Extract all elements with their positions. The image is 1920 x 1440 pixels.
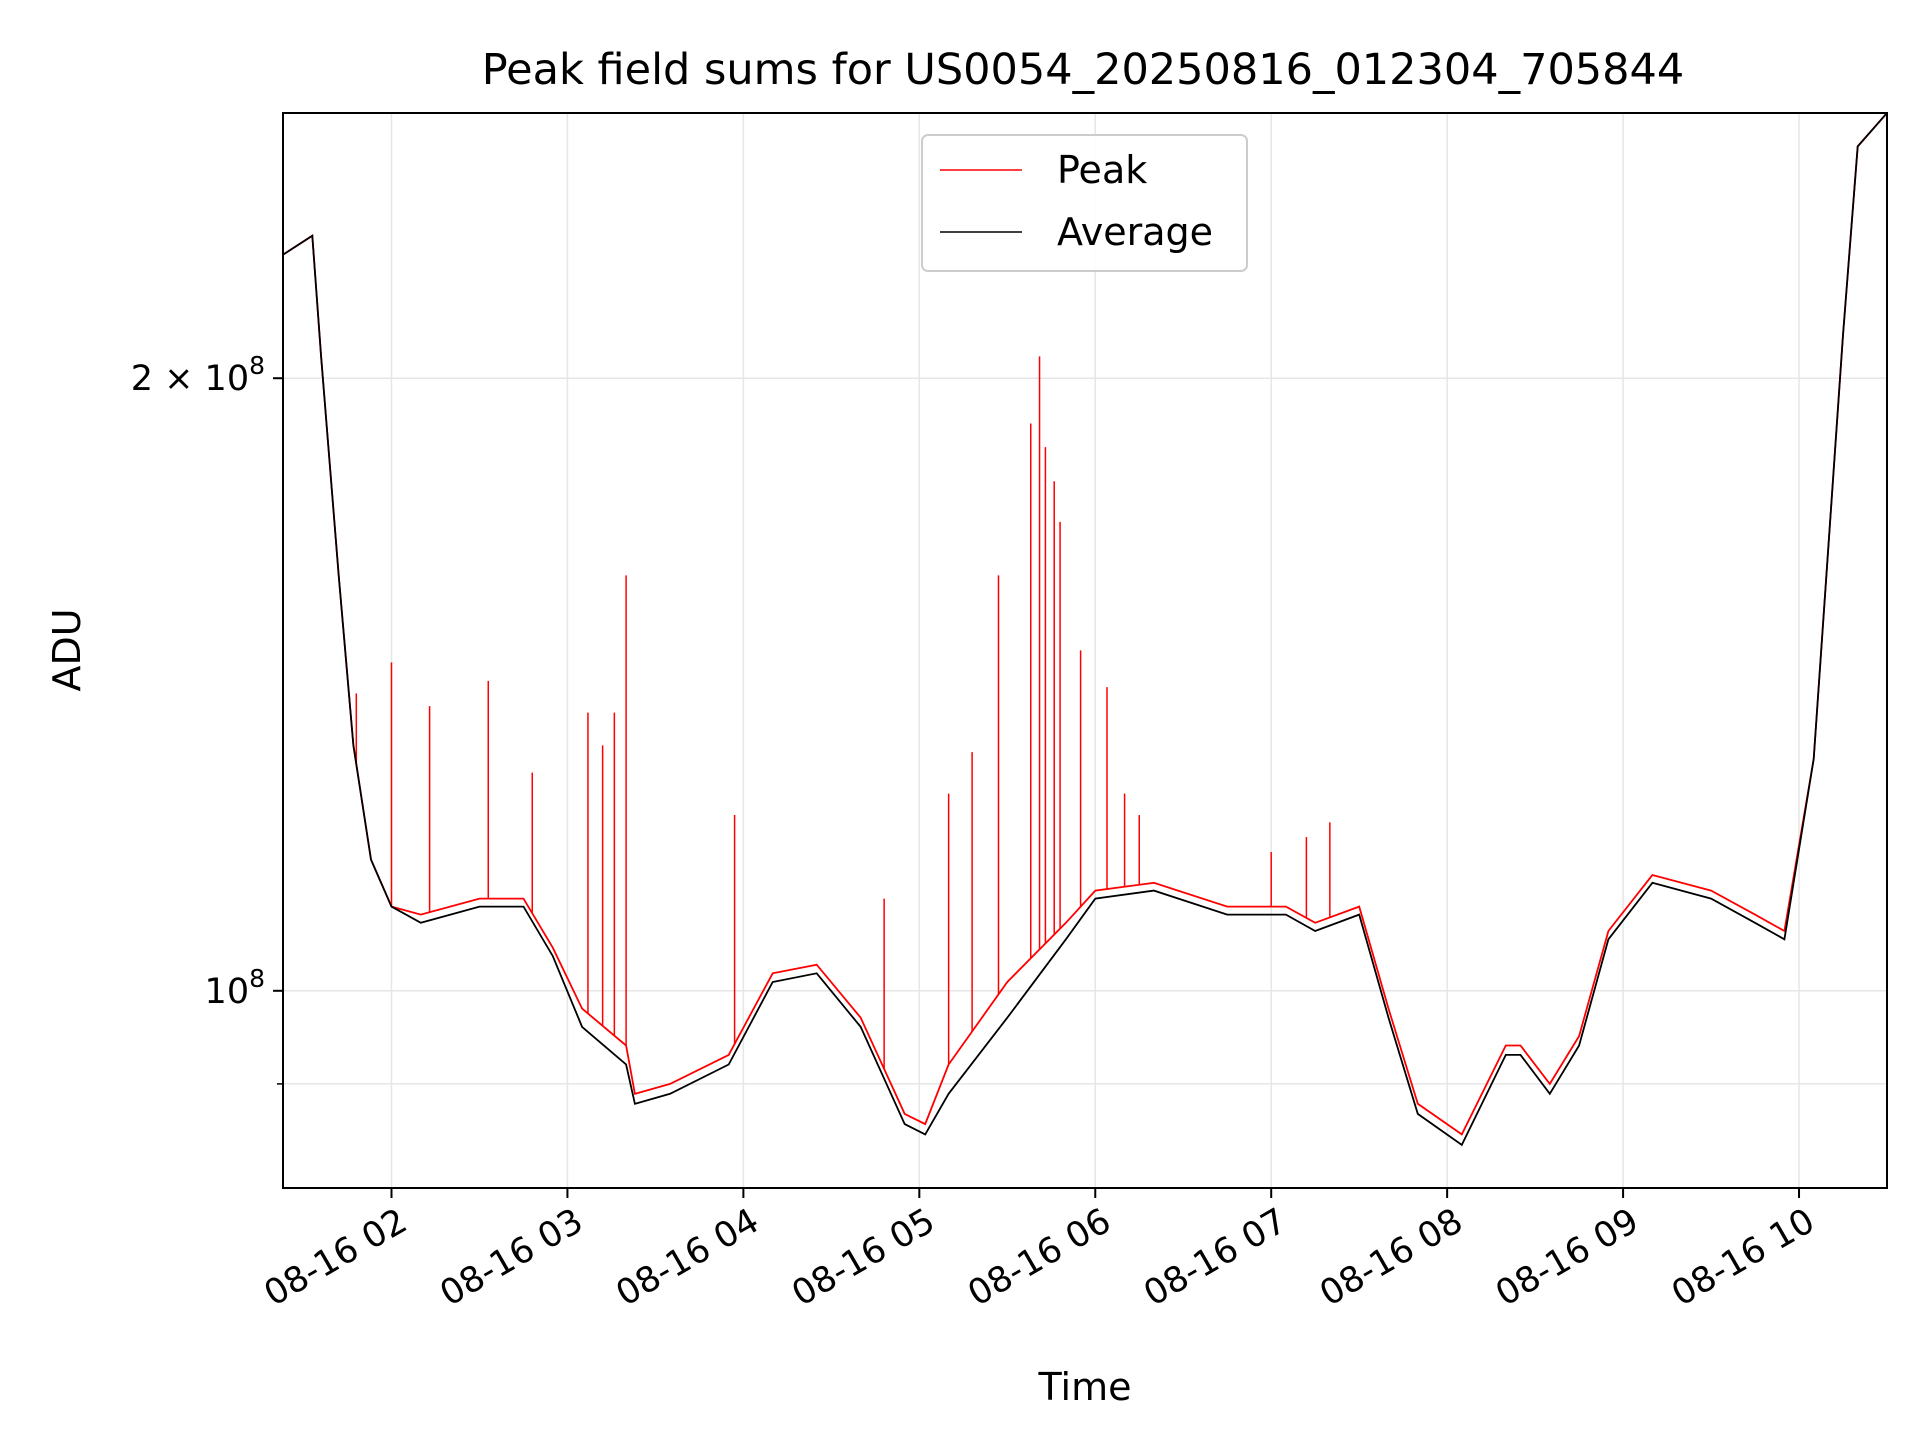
series-layer xyxy=(283,113,1887,1147)
y-axis-ticks: 108 2 × 108 xyxy=(131,351,283,1085)
y-tick-label: 2 × 108 xyxy=(131,351,265,399)
y-tick-label: 108 xyxy=(205,964,265,1012)
grid-lines xyxy=(283,113,1887,1188)
series-line-average xyxy=(283,113,1887,1147)
series-line-peak xyxy=(283,113,1887,1136)
legend-peak-label: Peak xyxy=(1057,148,1147,192)
legend-average-label: Average xyxy=(1057,210,1213,254)
y-axis-label: ADU xyxy=(45,608,89,691)
axes-frame xyxy=(282,112,1888,1189)
x-axis-label: Time xyxy=(1038,1365,1132,1409)
legend: Peak Average xyxy=(921,134,1248,272)
plot-area xyxy=(283,113,1887,1147)
legend-box xyxy=(921,134,1248,272)
chart-title: Peak field sums for US0054_20250816_0123… xyxy=(482,45,1685,95)
